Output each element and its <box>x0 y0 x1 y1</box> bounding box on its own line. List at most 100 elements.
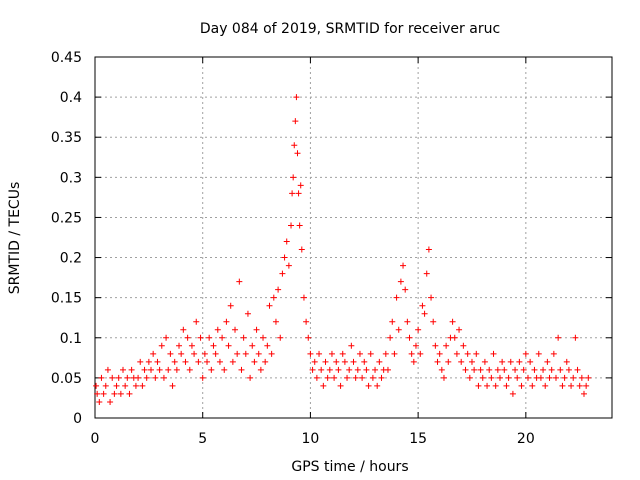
data-point <box>120 366 127 373</box>
data-point <box>548 366 555 373</box>
data-point <box>292 118 299 125</box>
data-point <box>499 358 506 365</box>
data-point <box>544 358 551 365</box>
data-point <box>268 350 275 357</box>
data-point <box>559 382 566 389</box>
data-point <box>283 238 290 245</box>
data-point <box>216 358 223 365</box>
y-tick-label: 0.3 <box>60 170 82 186</box>
data-point <box>359 374 366 381</box>
data-point <box>277 334 284 341</box>
data-point <box>568 382 575 389</box>
data-point <box>561 374 568 381</box>
data-point <box>348 342 355 349</box>
data-point <box>296 222 303 229</box>
data-point <box>311 358 318 365</box>
data-point <box>98 374 105 381</box>
plot-area-border <box>94 56 613 419</box>
data-point <box>186 366 193 373</box>
data-point <box>285 262 292 269</box>
grid-lines <box>95 57 612 418</box>
data-point <box>270 294 277 301</box>
data-point <box>249 342 256 349</box>
data-point <box>214 326 221 333</box>
data-point <box>432 342 439 349</box>
data-point <box>111 390 118 397</box>
data-point <box>257 366 264 373</box>
data-point <box>395 326 402 333</box>
data-point <box>300 294 307 301</box>
data-point <box>191 350 198 357</box>
data-point <box>180 326 187 333</box>
data-point <box>585 374 592 381</box>
data-point <box>428 294 435 301</box>
data-point <box>445 358 452 365</box>
data-point <box>531 366 538 373</box>
data-point <box>139 382 146 389</box>
data-point <box>135 374 142 381</box>
data-point <box>193 318 200 325</box>
data-point <box>440 374 447 381</box>
data-point <box>402 286 409 293</box>
data-point <box>419 302 426 309</box>
data-point <box>328 350 335 357</box>
data-point <box>529 382 536 389</box>
data-point <box>156 366 163 373</box>
data-point <box>178 350 185 357</box>
data-point <box>212 350 219 357</box>
data-point <box>466 374 473 381</box>
data-point <box>367 350 374 357</box>
y-tick-label: 0.2 <box>60 251 82 267</box>
data-point <box>107 398 114 405</box>
data-point <box>389 318 396 325</box>
data-point <box>171 358 178 365</box>
data-point <box>434 358 441 365</box>
x-tick-label: 20 <box>517 431 535 447</box>
data-point <box>275 286 282 293</box>
data-point <box>93 382 100 389</box>
data-point <box>576 382 583 389</box>
data-point <box>410 358 417 365</box>
data-point <box>350 358 357 365</box>
data-point <box>295 190 302 197</box>
y-tick-label: 0.05 <box>51 371 82 387</box>
data-point <box>382 350 389 357</box>
data-point <box>137 358 144 365</box>
data-points <box>93 94 592 405</box>
data-point <box>505 374 512 381</box>
data-point <box>341 358 348 365</box>
data-point <box>94 390 101 397</box>
data-point <box>333 358 340 365</box>
data-point <box>163 334 170 341</box>
data-point <box>464 350 471 357</box>
data-point <box>184 334 191 341</box>
data-point <box>393 294 400 301</box>
data-point <box>167 350 174 357</box>
data-point <box>316 350 323 357</box>
data-point <box>262 358 269 365</box>
data-point <box>475 382 482 389</box>
data-point <box>365 382 372 389</box>
data-point <box>363 366 370 373</box>
data-point <box>313 374 320 381</box>
data-point <box>109 374 116 381</box>
data-point <box>244 310 251 317</box>
data-point <box>96 398 103 405</box>
data-point <box>352 374 359 381</box>
data-point <box>471 366 478 373</box>
data-point <box>550 350 557 357</box>
data-point <box>132 382 139 389</box>
data-point <box>509 390 516 397</box>
y-tick-label: 0.4 <box>60 90 82 106</box>
data-point <box>318 366 325 373</box>
data-point <box>535 350 542 357</box>
x-axis-title: GPS time / hours <box>291 459 408 475</box>
data-point <box>507 358 514 365</box>
data-point <box>503 382 510 389</box>
data-point <box>291 142 298 149</box>
data-point <box>361 358 368 365</box>
data-point <box>425 246 432 253</box>
data-point <box>289 190 296 197</box>
data-point <box>417 350 424 357</box>
x-tick-label: 10 <box>302 431 320 447</box>
